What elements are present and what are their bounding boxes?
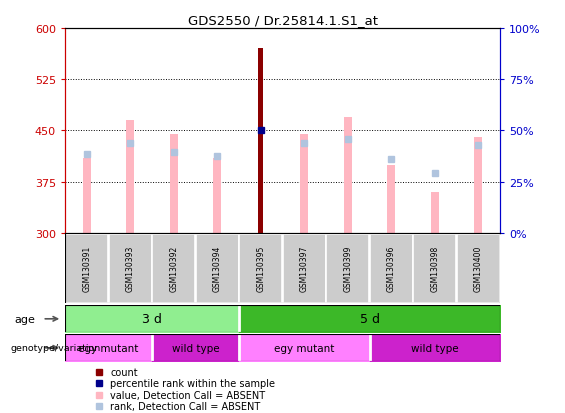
Text: 3 d: 3 d <box>142 313 162 325</box>
Text: GSM130394: GSM130394 <box>213 245 221 292</box>
Text: genotype/variation: genotype/variation <box>10 344 101 352</box>
Bar <box>414 235 456 303</box>
Bar <box>214 158 221 233</box>
Text: age: age <box>14 314 35 324</box>
Bar <box>457 235 499 303</box>
Text: wild type: wild type <box>411 343 459 353</box>
Text: GSM130400: GSM130400 <box>474 245 483 292</box>
Bar <box>127 121 134 233</box>
Text: egy mutant: egy mutant <box>274 343 334 353</box>
Text: egy mutant: egy mutant <box>79 343 138 353</box>
Bar <box>196 235 238 303</box>
Bar <box>344 117 351 233</box>
Bar <box>370 235 412 303</box>
Text: 5 d: 5 d <box>359 313 380 325</box>
Bar <box>83 158 90 233</box>
Text: GSM130398: GSM130398 <box>431 245 439 292</box>
Bar <box>66 235 108 303</box>
Text: GSM130392: GSM130392 <box>170 245 178 292</box>
Text: wild type: wild type <box>172 343 219 353</box>
Bar <box>283 235 325 303</box>
Text: GDS2550 / Dr.25814.1.S1_at: GDS2550 / Dr.25814.1.S1_at <box>188 14 377 27</box>
Text: GSM130396: GSM130396 <box>387 245 396 292</box>
Text: GSM130397: GSM130397 <box>300 245 308 292</box>
Bar <box>170 135 177 233</box>
Text: GSM130393: GSM130393 <box>126 245 134 292</box>
Text: count: count <box>110 367 138 377</box>
Text: value, Detection Call = ABSENT: value, Detection Call = ABSENT <box>110 390 266 400</box>
Bar <box>153 235 195 303</box>
Bar <box>431 192 438 233</box>
Bar <box>301 135 308 233</box>
Text: rank, Detection Call = ABSENT: rank, Detection Call = ABSENT <box>110 401 260 411</box>
Bar <box>240 235 282 303</box>
Bar <box>388 165 395 233</box>
Text: GSM130399: GSM130399 <box>344 245 352 292</box>
Text: percentile rank within the sample: percentile rank within the sample <box>110 378 275 388</box>
Bar <box>475 138 482 233</box>
Text: GSM130391: GSM130391 <box>82 245 91 292</box>
Text: GSM130395: GSM130395 <box>257 245 265 292</box>
Bar <box>109 235 151 303</box>
Bar <box>258 49 263 233</box>
Bar <box>327 235 369 303</box>
